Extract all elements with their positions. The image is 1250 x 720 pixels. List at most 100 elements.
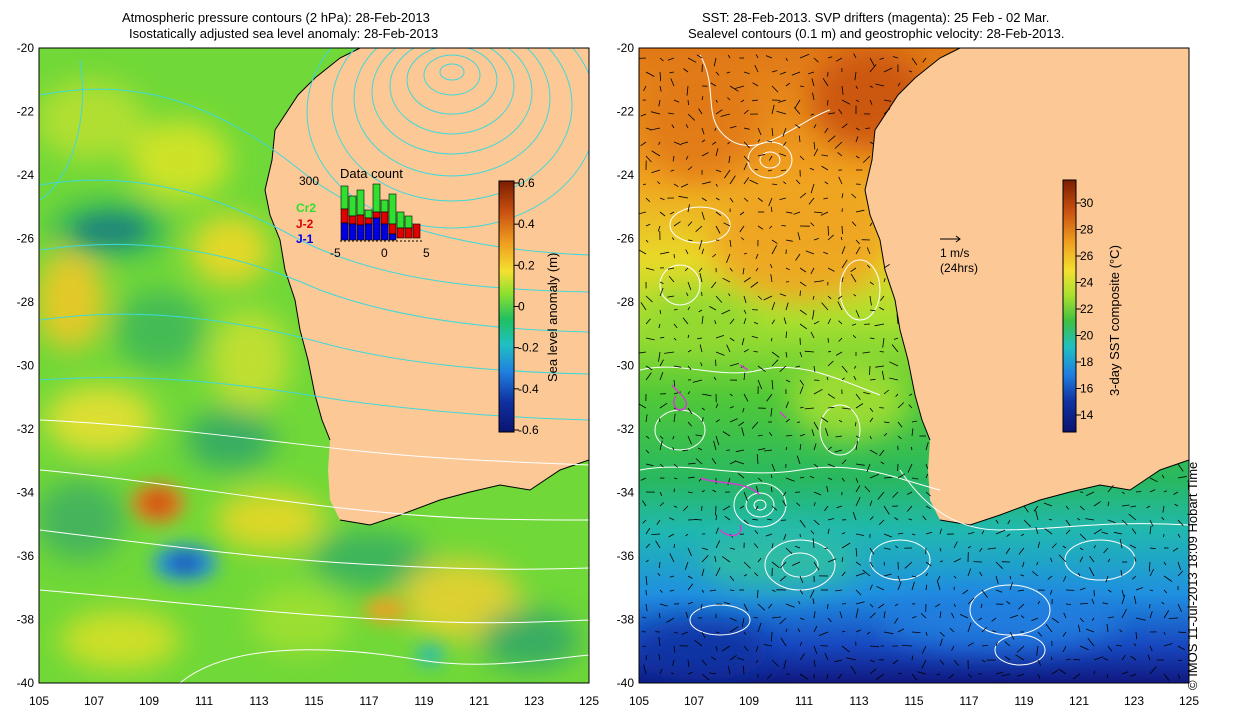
velocity-arrow	[1119, 629, 1123, 633]
velocity-arrow	[753, 543, 759, 549]
velocity-arrow	[907, 463, 913, 473]
velocity-arrow	[710, 82, 717, 87]
velocity-arrow	[911, 477, 919, 480]
velocity-arrow	[673, 221, 681, 227]
velocity-arrow	[897, 435, 902, 440]
velocity-arrow	[883, 477, 893, 479]
velocity-arrow	[869, 659, 875, 663]
velocity-arrow	[683, 505, 689, 511]
velocity-arrow	[795, 179, 801, 185]
velocity-arrow	[743, 127, 750, 130]
velocity-arrow	[897, 421, 903, 428]
velocity-arrow	[740, 237, 745, 241]
velocity-arrow	[767, 518, 773, 521]
left-colorbar-tick-label: 0.6	[518, 176, 535, 190]
velocity-arrow	[827, 318, 832, 325]
velocity-arrow	[850, 665, 857, 675]
velocity-arrow	[701, 393, 712, 397]
velocity-arrow	[640, 113, 647, 117]
velocity-arrow	[1063, 575, 1067, 582]
velocity-arrow	[1079, 505, 1085, 511]
velocity-arrow	[841, 377, 845, 381]
velocity-arrow	[1072, 673, 1081, 680]
velocity-arrow	[687, 601, 694, 605]
velocity-arrow	[813, 388, 823, 395]
velocity-arrow	[695, 225, 703, 232]
velocity-arrow	[827, 393, 836, 399]
velocity-arrow	[799, 267, 807, 273]
velocity-arrow	[659, 463, 664, 468]
velocity-arrow	[1045, 623, 1053, 633]
velocity-arrow	[826, 673, 829, 680]
velocity-arrow	[1079, 645, 1089, 651]
velocity-arrow	[659, 589, 663, 593]
velocity-arrow	[755, 659, 759, 664]
velocity-arrow	[1107, 501, 1110, 507]
velocity-arrow	[658, 351, 661, 362]
velocity-arrow	[841, 277, 844, 283]
velocity-arrow	[658, 654, 661, 661]
velocity-arrow	[1163, 643, 1173, 647]
velocity-arrow	[981, 645, 988, 647]
velocity-arrow	[655, 540, 661, 549]
velocity-arrow	[841, 259, 848, 269]
velocity-arrow	[813, 463, 819, 468]
velocity-arrow	[785, 302, 789, 311]
velocity-arrow	[813, 238, 820, 241]
velocity-arrow	[743, 109, 749, 115]
velocity-arrow	[838, 320, 843, 325]
velocity-arrow	[1172, 547, 1179, 552]
velocity-arrow	[763, 295, 773, 301]
velocity-arrow	[867, 264, 871, 269]
velocity-arrow	[729, 393, 733, 397]
right-lat-tick-label: -20	[617, 41, 635, 55]
velocity-arrow	[651, 533, 661, 535]
velocity-arrow	[659, 197, 665, 201]
right-map: 1 m/s (24hrs) 30 28 26 24 22 20 18 16 14 3-day S…	[638, 47, 1190, 684]
velocity-arrow	[1149, 568, 1155, 577]
velocity-arrow	[742, 407, 745, 413]
velocity-arrow	[659, 211, 666, 217]
velocity-arrow	[1036, 561, 1039, 566]
velocity-arrow	[855, 629, 861, 633]
velocity-arrow	[953, 558, 961, 563]
velocity-arrow	[1135, 631, 1138, 640]
velocity-arrow	[855, 246, 861, 255]
velocity-arrow	[669, 553, 675, 563]
velocity-arrow	[981, 589, 988, 598]
velocity-arrow	[799, 192, 807, 199]
velocity-arrow	[687, 462, 696, 465]
velocity-arrow	[1161, 601, 1165, 605]
velocity-arrow	[740, 99, 745, 103]
velocity-arrow	[794, 545, 801, 549]
velocity-arrow	[771, 245, 778, 255]
velocity-arrow	[879, 307, 885, 311]
velocity-arrow	[813, 148, 819, 157]
velocity-arrow	[780, 561, 787, 569]
velocity-arrow	[771, 379, 774, 390]
velocity-arrow	[715, 335, 725, 339]
velocity-arrow	[813, 645, 818, 655]
velocity-arrow	[822, 78, 829, 87]
velocity-arrow	[837, 152, 843, 157]
velocity-arrow	[953, 541, 958, 549]
velocity-arrow	[727, 97, 731, 101]
velocity-arrow	[659, 435, 664, 440]
velocity-arrow	[1146, 505, 1151, 509]
velocity-arrow	[820, 211, 829, 216]
velocity-arrow	[813, 211, 823, 214]
velocity-arrow	[1174, 503, 1179, 507]
velocity-arrow	[855, 601, 865, 605]
velocity-arrow	[768, 155, 773, 161]
velocity-arrow	[866, 463, 871, 472]
velocity-arrow	[811, 78, 815, 87]
velocity-arrow	[699, 344, 703, 353]
left-lon-tick-label: 125	[579, 694, 599, 708]
velocity-arrow	[769, 225, 773, 229]
velocity-arrow	[798, 601, 801, 605]
left-lat-tick-label: -22	[17, 105, 35, 119]
velocity-arrow	[743, 177, 750, 185]
left-lon-tick-label: 109	[139, 694, 159, 708]
left-colorbar-tick-label: -0.4	[518, 382, 539, 396]
velocity-arrow	[835, 351, 843, 356]
